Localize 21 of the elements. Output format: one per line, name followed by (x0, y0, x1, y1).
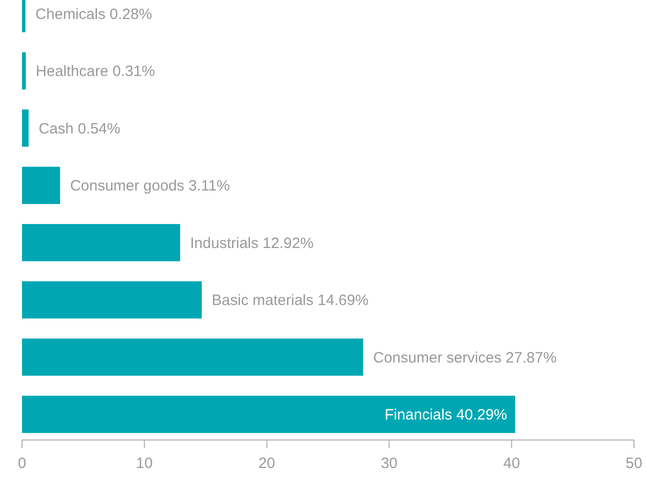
category-label: Consumer goods 3.11% (70, 178, 230, 195)
category-label: Industrials 12.92% (190, 234, 314, 252)
bar (22, 338, 364, 376)
x-tick-label: 10 (136, 455, 153, 472)
x-tick-label: 20 (258, 455, 276, 472)
category-label: Healthcare 0.31% (36, 63, 156, 80)
bar (22, 166, 60, 204)
x-tick-label: 30 (380, 455, 398, 472)
category-label: Chemicals 0.28% (35, 6, 152, 23)
bar (22, 281, 202, 318)
category-label: Cash 0.54% (38, 120, 120, 138)
bar (22, 396, 516, 433)
bar (22, 110, 29, 147)
x-tick-label: 40 (503, 455, 520, 472)
bar (22, 224, 180, 262)
bar (22, 52, 26, 90)
x-tick-label: 0 (18, 455, 26, 472)
x-tick-label: 50 (626, 455, 642, 472)
category-label: Consumer services 27.87% (373, 349, 557, 366)
category-label: Financials 40.29% (384, 406, 508, 424)
category-label: Basic materials 14.69% (212, 292, 369, 310)
